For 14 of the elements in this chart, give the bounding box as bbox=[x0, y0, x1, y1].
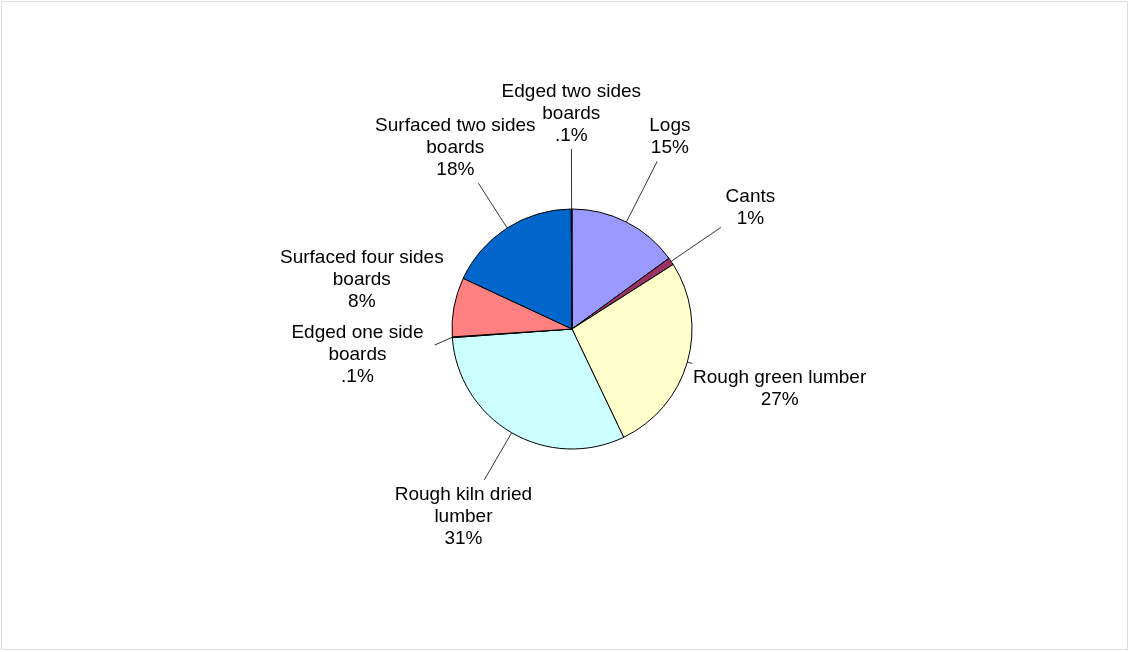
slice-label: Surfaced four sides boards bbox=[279, 246, 444, 290]
data-label: 1% bbox=[736, 207, 765, 229]
slice-label: Logs bbox=[649, 114, 691, 136]
slice-label: Rough green lumber bbox=[693, 366, 867, 388]
slice-label: Cants bbox=[725, 185, 776, 207]
data-label: 31% bbox=[444, 526, 483, 548]
data-label: 27% bbox=[760, 388, 799, 410]
data-label: 18% bbox=[436, 158, 475, 180]
slice-label: Edged one side boards bbox=[291, 321, 424, 365]
data-label: .1% bbox=[341, 365, 374, 387]
data-label: 15% bbox=[650, 136, 689, 158]
data-label: 8% bbox=[348, 290, 376, 312]
data-label: .1% bbox=[554, 124, 588, 145]
slice-label: Rough kiln dried lumber bbox=[394, 482, 533, 526]
